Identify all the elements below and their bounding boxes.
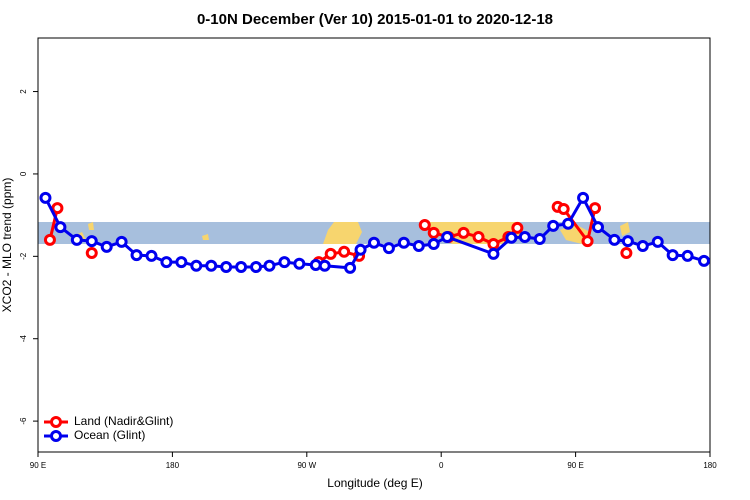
x-tick-label: 90 W [297,461,316,470]
x-axis-label: Longitude (deg E) [327,476,422,490]
data-point [487,247,500,260]
data-point [338,245,351,258]
data-point [397,236,410,249]
data-point [581,235,594,248]
data-point [698,254,711,267]
plot-frame [37,37,711,453]
data-point [533,233,546,246]
legend-marker [50,430,62,442]
x-tick-label: 90 E [567,461,583,470]
data-point [505,231,518,244]
data-point [518,230,531,243]
data-point [190,259,203,272]
data-point [620,247,633,260]
y-tick-label: -6 [19,417,28,425]
y-tick-label: 0 [19,171,28,176]
data-point [557,202,570,215]
data-point [235,261,248,274]
land [620,222,630,236]
legend-marker [50,416,62,428]
data-point [412,240,425,253]
data-point [487,237,500,250]
data-point [70,233,83,246]
data-point [368,236,380,249]
x-tick-label: 90 E [30,461,46,470]
data-point [324,247,337,260]
land [202,234,209,240]
x-tick-label: 180 [703,461,717,470]
data-point [85,235,98,248]
y-tick-label: 2 [19,89,28,94]
data-point [608,233,621,246]
land [323,222,362,244]
data-point [85,247,98,260]
data-point [318,259,331,272]
data-point [666,249,679,262]
x-tick-label: 0 [439,461,444,470]
land [88,222,94,230]
chart-title: 0-10N December (Ver 10) 2015-01-01 to 20… [197,11,553,28]
data-point [577,191,590,204]
data-point [43,233,56,246]
data-point [175,256,188,269]
data-point [160,256,173,269]
data-point [636,240,649,253]
data-point [130,249,143,262]
data-point [263,259,276,272]
y-tick-label: -2 [19,252,28,260]
data-point [344,261,357,274]
data-point [589,202,602,215]
data-point [427,237,440,250]
data-point [651,235,664,248]
data-point [100,240,113,253]
data-point [54,221,67,234]
data-point [562,217,575,230]
data-point [592,221,604,234]
data-point [427,226,440,239]
data-point [382,242,395,255]
y-tick-label: -4 [19,335,28,343]
data-point [418,219,431,232]
data-point [278,256,291,269]
data-point [250,261,263,274]
data-point [115,235,128,248]
data-point [39,191,52,204]
data-point [205,259,218,272]
data-point [457,226,470,239]
data-point [547,219,560,232]
data-point [293,257,306,270]
data-point [621,235,634,248]
y-axis-label: XCO2 - MLO trend (ppm) [0,178,14,313]
legend-label: Land (Nadir&Glint) [74,414,173,428]
data-point [472,230,485,243]
data-point [441,230,454,243]
data-point [681,249,694,262]
data-point [220,261,233,274]
data-point [354,243,367,256]
x-tick-label: 180 [166,461,180,470]
data-point [51,202,64,215]
legend-label: Ocean (Glint) [74,428,145,442]
data-point [145,249,158,262]
data-point [511,221,524,234]
